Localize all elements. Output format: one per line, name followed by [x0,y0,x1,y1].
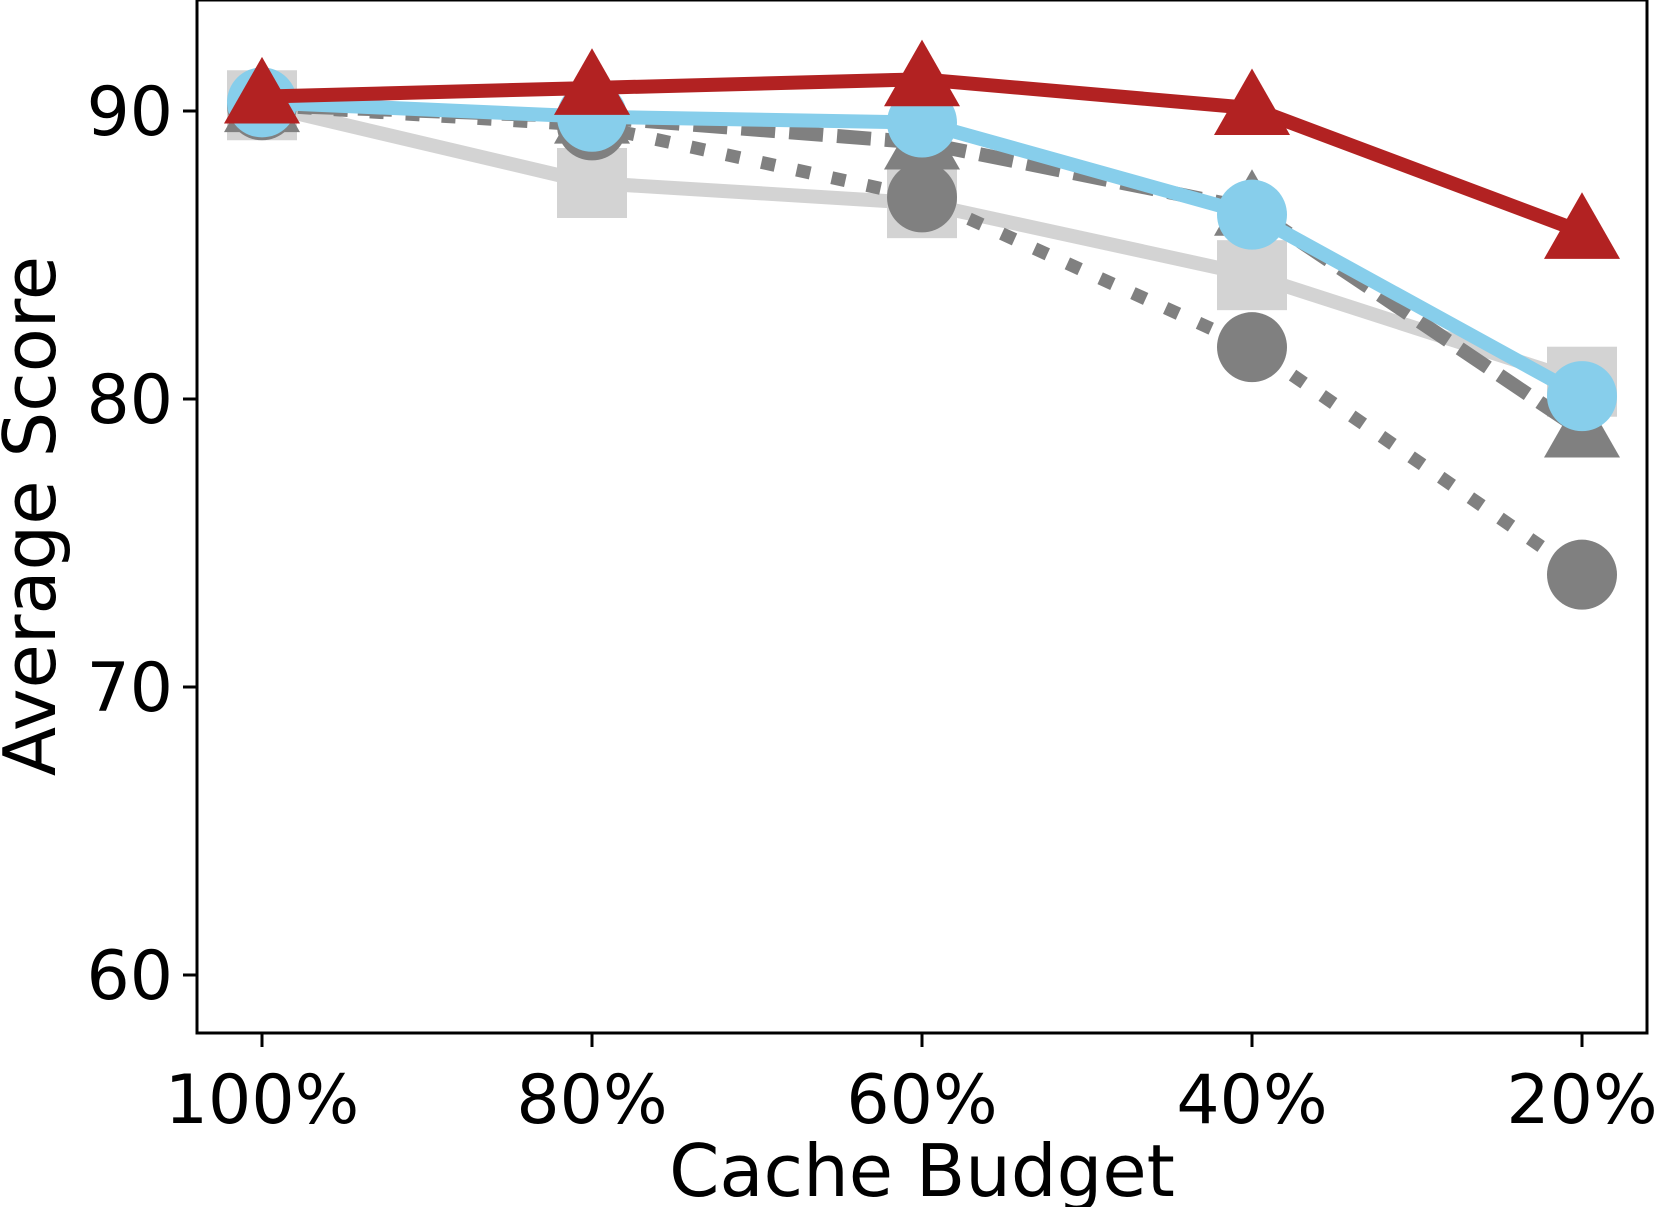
data-point-triangle [554,48,630,115]
y-tick-label: 60 [86,937,173,1016]
x-tick-label: 20% [1506,1061,1657,1140]
series-5 [224,39,1620,259]
x-tick-label: 40% [1176,1061,1327,1140]
x-tick-label: 100% [165,1061,359,1140]
data-point-triangle [224,56,300,124]
y-axis-label: Average Score [0,256,72,776]
x-axis-label: Cache Budget [669,1129,1175,1207]
data-point-circle [1217,179,1287,250]
data-point-triangle [1214,68,1290,135]
series-group [224,39,1620,610]
y-tick-label: 80 [86,361,173,440]
y-axis: 60 70 80 90 [86,73,197,1016]
data-point-triangle [1544,192,1620,259]
data-point-square [1217,240,1287,311]
x-axis: 100% 80% 60% 40% 20% [165,1033,1658,1140]
data-point-triangle [884,39,960,107]
data-point-circle [1217,312,1287,383]
data-point-circle [1547,539,1617,610]
data-point-circle [1547,361,1617,432]
x-tick-label: 60% [846,1061,997,1140]
data-point-circle [887,162,957,233]
y-tick-label: 90 [86,73,173,152]
series-4 [227,67,1617,432]
y-tick-label: 70 [86,649,173,728]
x-tick-label: 80% [516,1061,667,1140]
